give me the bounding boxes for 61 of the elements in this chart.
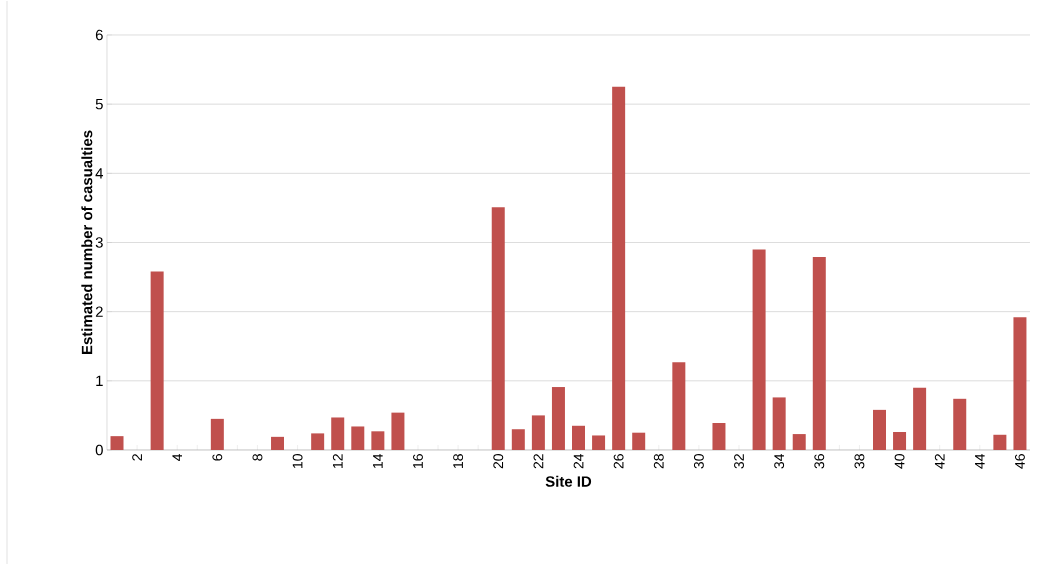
bar [491,207,505,450]
y-tick-label: 2 [95,306,103,317]
bar [371,431,385,450]
x-tick-label: 32 [734,454,744,469]
bar [391,412,405,450]
bar [271,436,285,450]
y-tick-label: 0 [95,444,103,456]
bar [672,362,686,450]
x-tick-label: 34 [774,453,785,469]
x-tick-label: 46 [1015,454,1025,469]
bar [893,432,907,450]
bar [572,425,586,450]
x-tick-label: 30 [693,454,704,469]
bar [311,433,325,450]
bar [331,417,345,450]
bar [150,271,164,450]
bar [772,397,786,450]
bar [632,432,646,450]
y-tick-label: 6 [95,29,103,41]
x-tick-label: 16 [413,454,423,468]
x-tick-label: 26 [613,454,624,469]
x-tick-label: 22 [533,454,544,469]
bar [1013,317,1027,450]
bar [953,398,967,450]
bar [812,257,826,450]
bar [110,436,124,450]
bar [993,434,1007,450]
bar [511,429,525,450]
bar [913,387,927,450]
x-tick-label: 38 [854,454,865,469]
bar [792,434,806,450]
x-tick-label: 6 [212,454,223,461]
y-axis-title: Estimated number of casualties [81,130,93,355]
y-tick-label: 3 [95,237,103,248]
x-tick-label: 44 [975,453,985,469]
x-tick-label: 28 [653,454,664,469]
x-tick-label: 18 [453,454,464,468]
x-tick-label: 14 [373,453,383,468]
y-tick-label: 5 [95,98,103,110]
x-tick-label: 8 [252,454,263,461]
x-tick-label: 20 [493,454,504,469]
x-tick-label: 4 [172,453,182,461]
x-tick-label: 40 [894,454,905,469]
bar [531,415,545,450]
bar [752,249,766,450]
bar [551,387,565,450]
y-tick-label: 1 [96,375,103,386]
bar [210,418,224,450]
bar [351,426,365,450]
bar [612,86,626,450]
bar [712,423,726,450]
bar [872,409,886,450]
x-axis-title: Site ID [545,475,592,487]
x-tick-label: 42 [934,454,945,469]
x-tick-label: 10 [292,454,303,468]
y-tick-label: 4 [95,168,104,179]
bar [592,435,606,450]
x-tick-label: 24 [573,453,584,469]
x-tick-label: 12 [332,454,343,468]
x-tick-label: 2 [132,454,142,461]
x-tick-label: 36 [814,454,825,469]
